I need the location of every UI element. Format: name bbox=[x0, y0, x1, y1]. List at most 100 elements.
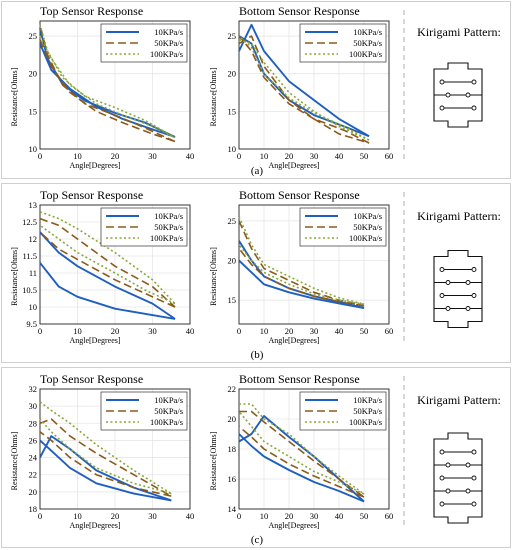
series-line-50kpa-s bbox=[238, 35, 370, 144]
series-line-10kpa-s bbox=[39, 28, 176, 138]
y-axis-label: Resistance[Ohms] bbox=[209, 247, 218, 306]
plot-area-frame bbox=[39, 204, 191, 325]
kirigami-hole bbox=[465, 92, 471, 98]
y-tick-label: 16 bbox=[228, 474, 237, 484]
x-tick-label: 50 bbox=[360, 151, 369, 161]
y-tick-label: 9.5 bbox=[26, 319, 37, 329]
x-tick-label: 60 bbox=[385, 151, 394, 161]
chart-title: Top Sensor Response bbox=[40, 372, 143, 386]
kirigami-hole bbox=[445, 306, 451, 311]
kirigami-hole bbox=[465, 462, 471, 468]
kirigami-hole bbox=[465, 306, 471, 311]
series-line-10kpa-s bbox=[238, 240, 365, 310]
kirigami-hole bbox=[471, 293, 477, 298]
x-tick-label: 20 bbox=[111, 151, 120, 161]
series-line-100kpa-s bbox=[238, 35, 370, 141]
kirigami-hole bbox=[439, 267, 445, 272]
legend-entry: 50KPa/s bbox=[353, 222, 382, 232]
x-tick-label: 40 bbox=[186, 511, 195, 521]
x-axis-label: Angle[Degrees] bbox=[268, 521, 319, 530]
y-tick-label: 30 bbox=[29, 401, 38, 411]
y-tick-label: 12.5 bbox=[22, 217, 37, 227]
panel-caption: (c) bbox=[251, 534, 264, 546]
series-line-50kpa-s bbox=[39, 24, 176, 143]
legend-entry: 50KPa/s bbox=[353, 38, 382, 48]
kirigami-label: Kirigami Pattern: bbox=[417, 393, 501, 407]
legend-box bbox=[100, 207, 188, 247]
series-line-100kpa-s bbox=[39, 224, 176, 305]
y-tick-label: 20 bbox=[29, 487, 38, 497]
plot-area-frame bbox=[39, 388, 191, 510]
series-line-10kpa-s bbox=[238, 259, 365, 310]
chart-title: Top Sensor Response bbox=[40, 188, 143, 202]
legend-box bbox=[299, 391, 387, 431]
y-tick-label: 12 bbox=[29, 234, 38, 244]
series-line-50kpa-s bbox=[39, 217, 176, 308]
chart-title: Bottom Sensor Response bbox=[239, 4, 360, 18]
kirigami-label: Kirigami Pattern: bbox=[417, 209, 501, 223]
x-tick-label: 40 bbox=[186, 151, 195, 161]
kirigami-hole bbox=[439, 79, 445, 85]
figure-panel-a: Top Sensor Response 0 10 20 30 40 10 15 20 25 Angl… bbox=[1, 1, 511, 179]
kirigami-outline bbox=[433, 249, 483, 329]
x-tick-label: 30 bbox=[310, 511, 319, 521]
x-tick-label: 40 bbox=[335, 511, 344, 521]
series-line-50kpa-s bbox=[239, 410, 365, 498]
y-tick-label: 25 bbox=[228, 31, 237, 41]
x-axis-label: Angle[Degrees] bbox=[69, 161, 120, 170]
x-tick-label: 10 bbox=[73, 511, 82, 521]
legend-box bbox=[299, 23, 387, 63]
plot-area-frame bbox=[238, 20, 390, 150]
series-line-10kpa-s bbox=[39, 43, 176, 138]
series-line-100kpa-s bbox=[238, 410, 365, 495]
y-tick-label: 15 bbox=[29, 106, 38, 116]
kirigami-hole bbox=[471, 267, 477, 272]
y-tick-label: 20 bbox=[29, 69, 38, 79]
kirigami-hole bbox=[445, 488, 451, 494]
kirigami-hole bbox=[471, 501, 477, 507]
figure-panel-c: Top Sensor Response 0 10 20 30 40 18 20 22 24 26 28… bbox=[1, 367, 511, 548]
x-tick-label: 30 bbox=[148, 511, 157, 521]
y-tick-label: 14 bbox=[228, 504, 237, 514]
series-line-50kpa-s bbox=[238, 35, 370, 144]
series-line-50kpa-s bbox=[238, 248, 365, 307]
series-line-100kpa-s bbox=[39, 418, 172, 495]
legend-entry: 100KPa/s bbox=[150, 417, 183, 427]
legend-entry: 10KPa/s bbox=[353, 27, 382, 37]
x-tick-label: 30 bbox=[310, 326, 319, 336]
y-axis-label: Resistance[Ohms] bbox=[209, 431, 218, 490]
y-tick-label: 25 bbox=[29, 31, 38, 41]
y-tick-label: 26 bbox=[29, 435, 38, 445]
y-tick-label: 15 bbox=[228, 106, 237, 116]
plot-area-frame bbox=[238, 204, 390, 325]
x-tick-label: 30 bbox=[148, 151, 157, 161]
legend-entry: 100KPa/s bbox=[150, 233, 183, 243]
figure-panel-b: Top Sensor Response 0 10 20 30 40 9.5 10 10.5 11 1… bbox=[1, 183, 511, 363]
panel-b-svg: Top Sensor Response 0 10 20 30 40 9.5 10 10.5 11 1… bbox=[10, 188, 501, 361]
series-line-100kpa-s bbox=[238, 216, 365, 305]
series-line-10kpa-s bbox=[39, 231, 176, 320]
x-tick-label: 0 bbox=[38, 151, 42, 161]
legend-entry: 100KPa/s bbox=[150, 49, 183, 59]
kirigami-hole bbox=[439, 501, 445, 507]
y-tick-label: 20 bbox=[228, 414, 237, 424]
legend-entry: 50KPa/s bbox=[154, 38, 183, 48]
kirigami-hole bbox=[439, 449, 445, 455]
x-tick-label: 10 bbox=[260, 326, 269, 336]
series-line-10kpa-s bbox=[39, 262, 176, 320]
kirigami-hole bbox=[439, 105, 445, 111]
series-line-50kpa-s bbox=[238, 220, 365, 307]
legend-entry: 10KPa/s bbox=[353, 395, 382, 405]
y-axis-label: Resistance[Ohms] bbox=[209, 67, 218, 126]
kirigami-hole bbox=[445, 280, 451, 285]
y-tick-label: 18 bbox=[228, 444, 237, 454]
kirigami-hole bbox=[465, 488, 471, 494]
y-tick-label: 10 bbox=[29, 302, 38, 312]
y-tick-label: 10.5 bbox=[22, 285, 37, 295]
x-axis-label: Angle[Degrees] bbox=[268, 161, 319, 170]
y-axis-label: Resistance[Ohms] bbox=[10, 431, 19, 490]
x-tick-label: 10 bbox=[260, 511, 269, 521]
y-tick-label: 32 bbox=[29, 384, 38, 394]
y-tick-label: 11.5 bbox=[22, 251, 37, 261]
kirigami-hole bbox=[439, 293, 445, 298]
